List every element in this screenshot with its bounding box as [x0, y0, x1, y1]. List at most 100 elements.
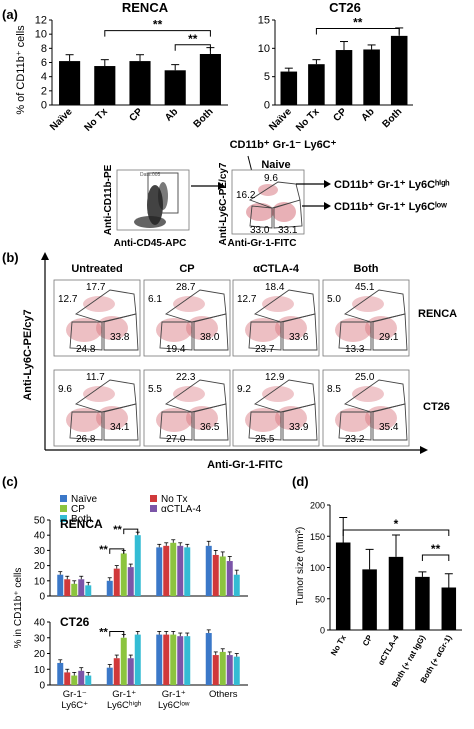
c-ct26-g-cat-label-1-b: Ly6Cʰⁱᵍʰ: [107, 700, 142, 711]
legend-c: Naïve No Tx CP αCTLA-4 Both: [60, 494, 202, 525]
a-ct26-g-cat-label-1: No Tx: [294, 106, 322, 134]
flow-gate-top-1-2: [253, 379, 316, 413]
flow-dots-low-1-1: [156, 408, 192, 432]
c-renca-g-bar-3-1: [212, 554, 219, 596]
a-renca-g-ytick-label-0: 0: [41, 100, 47, 112]
flow-gate-low-1-0: [69, 411, 103, 441]
c-renca-g-sig-label-0: **: [99, 544, 108, 556]
legend-c-label-1: No Tx: [161, 494, 188, 505]
c-ct26-g-ytick-label-1: 10: [34, 665, 46, 676]
schematic-top-label: CD11b⁺ Gr-1⁻ Ly6C⁺: [230, 139, 337, 151]
flow-dots-low-0-2: [245, 318, 281, 342]
a-renca-g-bar-1: [94, 66, 116, 105]
d-g-sig-label-1: **: [431, 542, 441, 556]
a-renca-g-bar-0: [59, 61, 81, 105]
a-ct26-g-cat-label-0: Naïve: [267, 106, 294, 133]
c-ct26-g-cat-label-1-a: Gr-1⁺: [112, 689, 136, 700]
c-renca-g-ytick-label-0: 0: [39, 592, 45, 603]
d-g-bar-3: [415, 576, 430, 630]
c-ct26-g-bar-2-4: [184, 636, 191, 685]
flow-grid-xlabel: Anti-Gr-1-FITC: [207, 459, 283, 471]
a-ct26-g-bar-3: [363, 49, 380, 105]
chart-d: Tumor size (mm²) 0 50 100 150 200 No Tx CP αCTL…: [295, 501, 462, 689]
d-g-sig-bracket-1: [421, 554, 450, 561]
a-ct26-g-bar-2: [335, 50, 353, 105]
flow-dots-low-1-0: [66, 408, 102, 432]
schematic-left-file: Data.005: [140, 172, 161, 178]
chart-d-ylabel: Tumor size (mm²): [295, 527, 306, 606]
c-ct26-g-bar-1-1: [113, 658, 120, 685]
c-renca-g-ytick-label-2: 20: [34, 561, 46, 572]
schematic-right-ylabel: Anti-Ly6C-PE/cy7: [218, 162, 229, 245]
flow-value-top-1-2: 12.9: [265, 372, 285, 383]
schematic-right-value-2: 9.6: [264, 173, 278, 184]
a-renca-g-sig-label-0: **: [153, 18, 163, 32]
d-g-bar-2: [388, 556, 404, 630]
flow-value-tl-1-2: 9.2: [237, 384, 251, 395]
c-renca-g-ytick-label-1: 10: [34, 576, 46, 587]
flow-value-top-1-3: 25.0: [355, 372, 375, 383]
flow-gate-low-1-2: [248, 411, 282, 441]
c-ct26-g-bar-3-0: [205, 633, 212, 685]
chart-a-ct26-title: CT26: [329, 0, 361, 15]
c-renca-g-bar-3-2: [219, 556, 226, 596]
flow-gate-top-1-3: [343, 379, 406, 413]
legend-c-swatch-3: [150, 505, 157, 512]
flow-value-br-0-2: 33.6: [289, 332, 309, 343]
flow-value-top-0-1: 28.7: [176, 282, 196, 293]
legend-c-swatch-0: [60, 495, 67, 502]
flow-grid-x-arrowhead: [420, 446, 428, 454]
c-ct26-g-bar-0-1: [64, 672, 71, 685]
c-ct26-g-cat-label-2-b: Ly6Cˡᵒʷ: [158, 700, 190, 711]
c-renca-g-bar-1-0: [106, 580, 113, 596]
flow-dots-top-1-3: [352, 386, 384, 402]
flow-value-top-0-2: 18.4: [265, 282, 285, 293]
a-renca-g-ytick-label-1: 2: [41, 85, 47, 97]
flow-dots-top-0-0: [83, 296, 115, 312]
c-ct26-g-ytick-label-3: 30: [34, 633, 46, 644]
schematic-high-arrowhead: [324, 180, 331, 188]
schematic-left-gate: [147, 172, 179, 214]
c-renca-g-bar-2-1: [163, 545, 170, 596]
flow-gate-top-0-3: [343, 289, 406, 323]
c-ct26-g-cat-label-3-a: Others: [209, 689, 238, 700]
flow-grid-ylabel: Anti-Ly6C-PE/cy7: [22, 309, 34, 400]
a-ct26-g-ytick-label-1: 5: [264, 71, 270, 83]
schematic-right-xlabel: Anti-Gr-1-FITC: [228, 238, 297, 249]
flow-col-header-1: CP: [179, 263, 194, 275]
c-renca-g-sig-bracket-0: [109, 548, 125, 554]
flow-gate-low-0-1: [159, 321, 193, 351]
c-renca-g-bar-0-0: [57, 574, 64, 596]
flow-dots-top-0-2: [262, 296, 294, 312]
c-renca-g-ytick-label-5: 50: [34, 516, 46, 527]
flow-gate-low-0-2: [248, 321, 282, 351]
schematic-high-label: CD11b⁺ Gr-1⁺ Ly6Cʰⁱᵍʰ: [334, 178, 449, 191]
flow-schematic: CD11b⁺ Gr-1⁻ Ly6C⁺ Data.005 Anti-CD11b-P…: [103, 139, 449, 249]
c-renca-g-bar-2-4: [184, 547, 191, 596]
flow-dots-top-1-2: [262, 386, 294, 402]
flow-dots-top-1-0: [83, 386, 115, 402]
a-renca-g-cat-label-3: Ab: [163, 106, 180, 123]
c-ct26-g-bar-0-0: [57, 662, 64, 685]
flow-grid-y-arrowhead: [41, 252, 49, 260]
a-ct26-g-ytick-label-0: 0: [264, 100, 270, 112]
c-ct26-g-cat-label-0-a: Gr-1⁻: [63, 689, 87, 700]
flow-value-bl-0-1: 19.4: [166, 344, 186, 355]
c-renca-g-bar-1-4: [134, 535, 141, 596]
flow-value-tl-0-0: 12.7: [58, 294, 78, 305]
flow-gate-low-1-1: [159, 411, 193, 441]
schematic-low-arrowhead: [324, 202, 331, 210]
flow-row-label-renca: RENCA: [418, 308, 457, 320]
panel-label-a: (a): [2, 7, 18, 22]
c-ct26-g-bar-0-4: [85, 675, 92, 685]
legend-c-label-2: CP: [71, 504, 85, 515]
flow-value-top-1-1: 22.3: [176, 372, 196, 383]
c-ct26-g-sig-label-0: **: [99, 626, 108, 638]
panel-label-c: (c): [2, 474, 18, 489]
a-renca-g-ytick-label-4: 8: [41, 43, 47, 55]
c-ct26-g-bar-0-2: [71, 675, 78, 685]
flow-value-tl-0-1: 6.1: [148, 294, 162, 305]
chart-a-renca-ylabel: % of CD11b⁺ cells: [15, 25, 27, 115]
d-g-bar-1: [362, 569, 377, 630]
flow-dots-top-1-1: [173, 386, 205, 402]
